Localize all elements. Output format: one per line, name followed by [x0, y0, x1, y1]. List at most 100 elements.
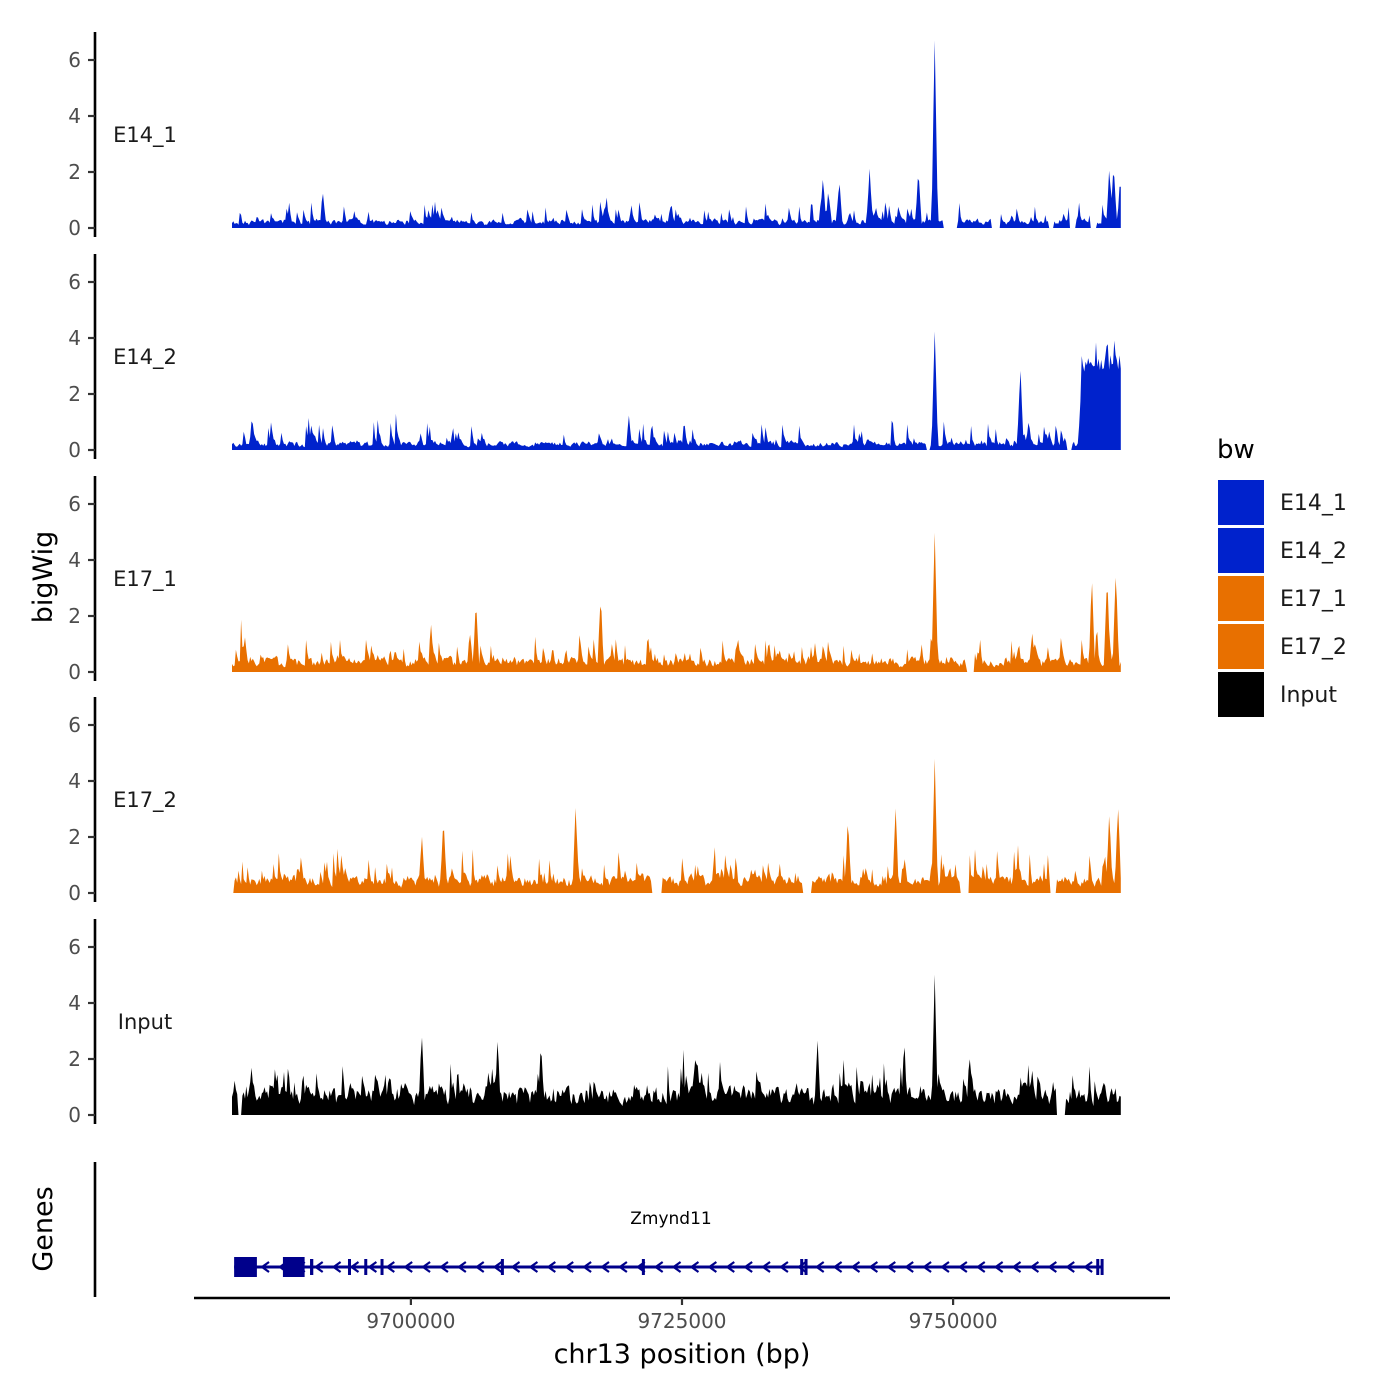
- strand-arrow: [439, 1261, 449, 1273]
- strand-arrow: [904, 1261, 914, 1273]
- track-label-e14-2: E14_2: [113, 345, 177, 370]
- gene-exon: [347, 1259, 351, 1275]
- strand-arrow: [492, 1261, 503, 1273]
- legend-key-e14-2: [1218, 528, 1264, 573]
- genes-panel: Genes Zmynd11: [28, 1162, 1104, 1297]
- legend-label-e17-2: E17_2: [1280, 635, 1347, 660]
- strand-arrow: [331, 1261, 342, 1273]
- legend-label-e14-2: E14_2: [1280, 539, 1347, 564]
- gene-exon: [380, 1259, 384, 1275]
- signal-area-e17-1: [232, 532, 1121, 672]
- strand-arrow: [600, 1261, 610, 1273]
- strand-arrow: [796, 1261, 807, 1273]
- signal-area-e17-2: [232, 758, 1121, 893]
- track-label-e14-1: E14_1: [113, 123, 177, 148]
- strand-arrow: [1065, 1261, 1075, 1273]
- y-tick-label: 0: [68, 216, 81, 240]
- y-axis-title: bigWig: [28, 531, 59, 624]
- strand-arrow: [510, 1261, 521, 1273]
- gene-exon: [500, 1259, 504, 1275]
- strand-arrow: [922, 1261, 932, 1273]
- strand-arrow: [313, 1261, 324, 1273]
- genes-title: Genes: [28, 1186, 59, 1271]
- x-axis: 9700000 9725000 9750000 chr13 position (bp…: [194, 1296, 1170, 1370]
- y-tick-label: 2: [68, 160, 81, 184]
- strand-arrow: [367, 1261, 378, 1273]
- gene-label-zmynd11: Zmynd11: [630, 1209, 711, 1229]
- y-tick-label: 0: [68, 881, 81, 905]
- strand-arrow: [779, 1261, 789, 1273]
- strand-arrow: [671, 1261, 682, 1273]
- legend-key-input: [1218, 672, 1264, 717]
- strand-arrow: [403, 1261, 413, 1273]
- strand-arrow: [260, 1261, 270, 1273]
- strand-arrow: [474, 1261, 485, 1273]
- strand-arrow: [582, 1261, 592, 1273]
- legend-key-e17-1: [1218, 576, 1264, 621]
- strand-arrow: [761, 1261, 771, 1273]
- gene-exon: [364, 1259, 368, 1275]
- track-label-e17-1: E17_1: [113, 567, 177, 592]
- y-tick-label: 0: [68, 660, 81, 684]
- x-axis-title: chr13 position (bp): [554, 1339, 811, 1370]
- strand-arrow: [832, 1261, 843, 1273]
- gene-exon: [641, 1259, 645, 1275]
- y-tick-label: 4: [68, 104, 81, 128]
- y-tick-label: 6: [68, 935, 81, 959]
- legend-key-e14-1: [1218, 480, 1264, 525]
- strand-arrow: [975, 1261, 986, 1273]
- gene-model-zmynd11: [234, 1257, 1104, 1277]
- y-tick-label: 6: [68, 713, 81, 737]
- y-tick-label: 4: [68, 326, 81, 350]
- strand-arrow: [1029, 1261, 1040, 1273]
- strand-arrow: [725, 1261, 735, 1273]
- strand-arrow: [886, 1261, 896, 1273]
- strand-arrow: [850, 1261, 861, 1273]
- strand-arrow: [1011, 1261, 1022, 1273]
- gene-exon: [234, 1257, 257, 1277]
- gene-exon: [800, 1259, 804, 1275]
- strand-arrow: [528, 1261, 539, 1273]
- strand-arrow: [940, 1261, 950, 1273]
- legend: bw E14_1 E14_2 E17_1 E17_2 Input: [1217, 435, 1347, 717]
- gene-exon: [310, 1259, 314, 1275]
- strand-arrow: [421, 1261, 431, 1273]
- signal-area-input: [232, 974, 1121, 1115]
- strand-arrow: [385, 1261, 395, 1273]
- strand-arrow: [456, 1261, 467, 1273]
- y-tick-label: 0: [68, 438, 81, 462]
- legend-label-e17-1: E17_1: [1280, 587, 1347, 612]
- strand-arrow: [349, 1261, 360, 1273]
- y-tick-label: 6: [68, 48, 81, 72]
- strand-arrow: [743, 1261, 753, 1273]
- gene-exon: [1100, 1259, 1104, 1275]
- track-panel-e14-1: E14_1 0 2 4 6: [68, 32, 1121, 240]
- strand-arrow: [1083, 1261, 1093, 1273]
- y-tick-label: 4: [68, 548, 81, 572]
- y-tick-label: 2: [68, 1047, 81, 1071]
- strand-arrow: [564, 1261, 574, 1273]
- track-panel-e17-2: E17_2 0 2 4 6: [68, 697, 1121, 905]
- strand-arrow: [707, 1261, 718, 1273]
- track-panel-e14-2: E14_2 0 2 4 6: [68, 254, 1121, 462]
- track-label-e17-2: E17_2: [113, 788, 177, 813]
- strand-arrow: [546, 1261, 556, 1273]
- legend-label-input: Input: [1280, 683, 1337, 708]
- legend-title: bw: [1217, 435, 1255, 465]
- signal-area-e14-2: [232, 331, 1121, 450]
- track-label-input: Input: [118, 1010, 172, 1034]
- y-tick-label: 2: [68, 604, 81, 628]
- strand-arrow: [618, 1261, 628, 1273]
- track-panel-input: Input 0 2 4 6: [68, 919, 1121, 1127]
- gene-exon: [1096, 1259, 1100, 1275]
- strand-arrow: [689, 1261, 700, 1273]
- y-tick-label: 6: [68, 492, 81, 516]
- x-tick-label: 9700000: [366, 1309, 455, 1333]
- y-tick-label: 0: [68, 1103, 81, 1127]
- strand-arrow: [957, 1261, 968, 1273]
- y-tick-label: 4: [68, 991, 81, 1015]
- y-tick-label: 4: [68, 769, 81, 793]
- legend-label-e14-1: E14_1: [1280, 491, 1347, 516]
- y-tick-label: 2: [68, 825, 81, 849]
- signal-area-e14-1: [232, 40, 1121, 229]
